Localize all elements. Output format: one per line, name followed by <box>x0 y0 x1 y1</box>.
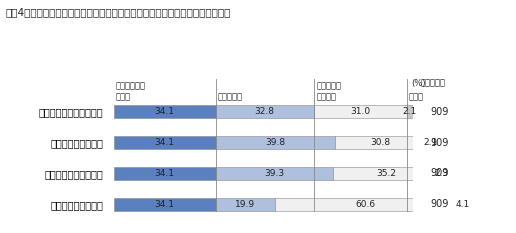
Text: 909: 909 <box>430 137 449 147</box>
Bar <box>314 105 407 118</box>
Text: 2.1: 2.1 <box>402 107 417 116</box>
Text: 909: 909 <box>430 168 449 178</box>
Text: やや進んだ: やや進んだ <box>218 93 243 101</box>
Text: 34.1: 34.1 <box>155 107 174 116</box>
Text: 図表4　「働き方の見直しに関する取組」の必要性に対する、理解や協力の変化: 図表4 「働き方の見直しに関する取組」の必要性に対する、理解や協力の変化 <box>5 7 231 17</box>
Text: 909: 909 <box>430 199 449 209</box>
Bar <box>216 105 314 118</box>
Text: 34.1: 34.1 <box>155 169 174 178</box>
Bar <box>427 136 433 149</box>
Text: 35.2: 35.2 <box>376 169 396 178</box>
Text: 2.3: 2.3 <box>435 169 449 178</box>
Text: 32.8: 32.8 <box>255 107 275 116</box>
Text: 2.1: 2.1 <box>423 138 437 147</box>
Text: 30.8: 30.8 <box>370 138 391 147</box>
Bar <box>457 198 469 211</box>
Bar <box>114 136 216 149</box>
Text: 909: 909 <box>430 107 449 116</box>
Text: 39.3: 39.3 <box>264 169 284 178</box>
Bar <box>333 167 439 180</box>
Bar <box>407 105 413 118</box>
Text: 39.8: 39.8 <box>265 138 285 147</box>
Text: どちらとも
いえない: どちらとも いえない <box>316 81 341 101</box>
Bar <box>114 198 216 211</box>
Text: 19.9: 19.9 <box>235 200 255 209</box>
Text: 60.6: 60.6 <box>356 200 376 209</box>
Text: 理解・協力が
進んだ: 理解・協力が 進んだ <box>116 81 146 101</box>
Bar <box>114 167 216 180</box>
Bar <box>439 167 445 180</box>
Bar <box>275 198 457 211</box>
Text: (%): (%) <box>411 79 426 88</box>
Text: 無回答: 無回答 <box>409 93 424 101</box>
Bar <box>216 198 275 211</box>
Text: 34.1: 34.1 <box>155 138 174 147</box>
Text: 34.1: 34.1 <box>155 200 174 209</box>
Bar <box>216 167 333 180</box>
Text: 31.0: 31.0 <box>350 107 370 116</box>
Bar <box>335 136 427 149</box>
Bar <box>216 136 335 149</box>
Bar <box>114 105 216 118</box>
Text: サンプル数: サンプル数 <box>421 79 445 88</box>
Text: 4.1: 4.1 <box>456 200 470 209</box>
